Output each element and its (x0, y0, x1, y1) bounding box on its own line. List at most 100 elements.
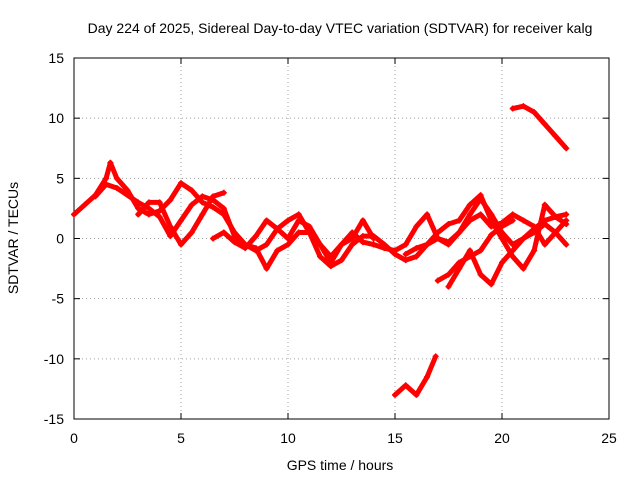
data-point-arc3 (210, 193, 217, 200)
data-point-arc8 (531, 225, 538, 232)
data-point-arc1 (167, 196, 174, 203)
data-point-arc3 (188, 229, 195, 236)
data-point-arc6 (509, 253, 516, 260)
data-point-arc2 (113, 184, 120, 191)
data-point-arc2 (135, 199, 142, 206)
data-point-arc6 (434, 229, 441, 236)
data-point-arc6 (488, 217, 495, 224)
data-point-arc6 (466, 201, 473, 208)
data-point-arc8 (563, 221, 570, 228)
data-point-arc3 (135, 211, 142, 218)
data-point-arc9 (520, 103, 527, 110)
data-point-arc1 (263, 241, 270, 248)
data-point-arc4 (285, 217, 291, 224)
data-point-arc9 (552, 133, 559, 140)
y-tick-label: -10 (44, 351, 64, 367)
data-point-arc3 (220, 189, 227, 196)
data-point-arc9 (509, 105, 516, 112)
series-line-arc10 (392, 353, 439, 398)
data-point-arc5 (520, 217, 527, 224)
data-point-arc1 (103, 175, 110, 182)
data-point-arc4 (306, 229, 313, 236)
data-point-arc1 (113, 175, 120, 182)
data-point-arc8 (477, 271, 484, 278)
data-point-arc1 (145, 211, 152, 218)
data-point-arc6 (445, 221, 452, 228)
y-tick-label: -15 (44, 411, 64, 427)
data-point-arc8 (499, 259, 505, 266)
data-point-arc5 (392, 247, 398, 254)
data-point-arc8 (466, 247, 473, 254)
data-point-arc1 (71, 211, 77, 218)
data-point-arc2 (263, 265, 270, 272)
data-point-arc7 (488, 231, 495, 238)
data-point-arc1 (370, 241, 377, 248)
data-point-arc4 (252, 233, 259, 240)
series-line-arc4 (210, 196, 569, 269)
data-point-arc8 (456, 265, 463, 272)
data-point-arc3 (178, 241, 184, 248)
y-tick-label: 5 (56, 170, 64, 186)
axis-ticks: 0 5 10 15 20 25 -15 -10 -5 0 5 10 15 (44, 50, 617, 446)
data-point-arc4 (295, 211, 302, 218)
data-point-arc2 (338, 241, 345, 248)
data-point-arc5 (434, 235, 441, 242)
data-point-arc4 (220, 229, 227, 236)
data-point-arc6 (563, 211, 570, 218)
grid (74, 58, 609, 419)
series-line-arc9 (510, 103, 569, 151)
data-point-arc10 (413, 391, 420, 398)
chart-title: Day 224 of 2025, Sidereal Day-to-day VTE… (88, 20, 593, 36)
data-point-arc8 (509, 247, 516, 254)
data-point-arc6 (541, 201, 548, 208)
data-point-arc6 (499, 235, 505, 242)
data-point-arc10 (424, 373, 431, 380)
x-tick-label: 10 (280, 430, 296, 446)
data-point-arc6 (424, 241, 431, 248)
data-point-arc4 (466, 211, 473, 218)
data-point-arc9 (563, 145, 570, 152)
data-point-arc5 (456, 229, 463, 236)
x-tick-label: 15 (387, 430, 403, 446)
data-point-arc1 (199, 199, 206, 206)
data-point-arc2 (220, 205, 227, 212)
data-point-arc4 (359, 233, 366, 240)
data-point-arc6 (413, 245, 420, 252)
data-point-arc2 (252, 245, 259, 252)
y-axis-label: SDTVAR / TECUs (5, 182, 21, 294)
data-point-arc6 (477, 192, 484, 199)
data-point-arc2 (274, 247, 281, 254)
data-point-arc4 (563, 241, 570, 248)
data-point-arc3 (145, 199, 152, 206)
data-point-arc5 (541, 241, 548, 248)
data-point-arc1 (359, 239, 366, 246)
data-point-arc2 (317, 241, 324, 248)
data-point-arc1 (285, 235, 291, 242)
data-point-arc5 (402, 241, 409, 248)
y-tick-label: 15 (48, 50, 64, 66)
data-point-arc5 (413, 223, 420, 230)
data-point-arc2 (156, 213, 163, 220)
data-point-arc1 (210, 204, 217, 211)
data-point-arc3 (199, 211, 206, 218)
data-point-arc4 (210, 235, 217, 242)
data-point-arc10 (402, 382, 409, 389)
data-point-arc5 (424, 211, 431, 218)
data-point-arc2 (349, 235, 356, 242)
x-tick-label: 20 (494, 430, 510, 446)
data-point-arc8 (520, 235, 527, 242)
data-point-arc4 (381, 241, 388, 248)
x-axis-label: GPS time / hours (287, 457, 394, 473)
data-point-arc8 (541, 217, 548, 224)
data-point-arc4 (370, 233, 377, 240)
data-point-arc4 (274, 225, 281, 232)
data-point-arc1 (135, 205, 142, 212)
data-point-arc4 (402, 257, 409, 264)
data-point-arc2 (285, 241, 291, 248)
data-point-arc5 (466, 217, 473, 224)
data-point-arc2 (103, 181, 110, 188)
data-point-arc2 (295, 229, 302, 236)
y-tick-label: -5 (52, 291, 65, 307)
data-point-arc3 (156, 199, 163, 206)
x-tick-label: 5 (177, 430, 185, 446)
